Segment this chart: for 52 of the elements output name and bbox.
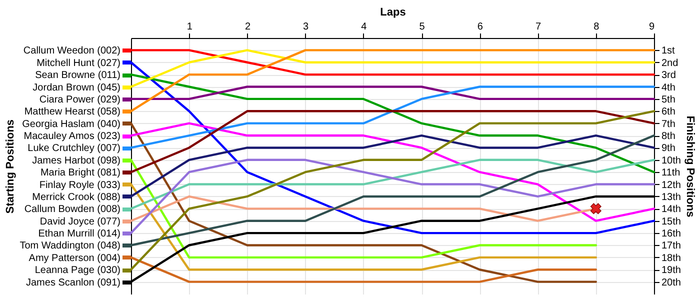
y2-tick-label: 5th: [662, 94, 676, 106]
y2-tick-label: 19th: [662, 265, 681, 276]
y2-tick-label: 12th: [662, 180, 681, 191]
y2-tick-label: 14th: [662, 204, 681, 216]
x-tick-label: 8: [594, 22, 600, 32]
legend-label: Maria Bright (081): [40, 168, 120, 179]
legend-label: Georgia Haslam (040): [22, 118, 120, 130]
legend-label: Amy Patterson (004): [28, 252, 120, 264]
y2-tick-label: 11th: [662, 168, 680, 179]
legend-label: Mitchell Hunt (027): [36, 58, 120, 69]
legend-label: James Harbot (098): [32, 155, 120, 166]
legend-title: Starting Positions: [4, 119, 17, 214]
y2-tick-label: 9th: [662, 143, 676, 154]
y2-axis-title: Finishing Positions: [684, 116, 696, 218]
legend-label: Ciara Power (029): [39, 94, 120, 106]
legend-label: Sean Browne (011): [35, 70, 120, 82]
y2-tick-label: 16th: [662, 228, 681, 240]
legend-label: Ethan Murrill (014): [38, 228, 120, 240]
x-tick-label: 6: [477, 22, 484, 32]
x-tick-label: 4: [361, 22, 368, 32]
legend-label: Callum Bowden (008): [24, 204, 120, 216]
y2-tick-label: 17th: [662, 240, 681, 252]
y2-tick-label: 4th: [662, 82, 676, 94]
y2-tick-label: 8th: [662, 131, 676, 142]
legend-label: Merrick Crook (088): [32, 192, 120, 203]
legend-label: Leanna Page (030): [34, 265, 120, 276]
legend-label: Macauley Amos (023): [24, 131, 120, 142]
legend-label: Matthew Hearst (058): [24, 106, 120, 118]
legend-label: Finlay Royle (033): [39, 180, 120, 191]
y2-tick-label: 18th: [662, 252, 681, 264]
legend-label: Jordan Brown (045): [32, 82, 120, 94]
x-tick-label: 9: [648, 22, 655, 32]
y2-tick-label: 1st: [662, 46, 676, 57]
y2-tick-label: 3rd: [662, 70, 676, 82]
x-tick-label: 1: [186, 22, 193, 32]
x-tick-label: 7: [535, 22, 542, 32]
x-tick-label: 3: [303, 22, 310, 32]
legend-label: Luke Crutchley (007): [28, 143, 120, 154]
y2-tick-label: 20th: [662, 277, 681, 288]
x-axis-title: Laps: [380, 6, 406, 18]
y2-tick-label: 6th: [662, 106, 676, 118]
y2-tick-label: 13th: [662, 192, 681, 203]
legend-label: David Joyce (077): [40, 216, 120, 228]
legend-label: James Scanlon (091): [26, 277, 120, 288]
x-tick-label: 5: [419, 22, 426, 32]
y2-tick-label: 2nd: [662, 58, 678, 69]
y2-tick-label: 7th: [662, 118, 676, 130]
y2-tick-label: 10th: [662, 155, 681, 166]
y2-tick-label: 15th: [662, 216, 681, 228]
legend-label: Callum Weedon (002): [23, 46, 120, 57]
legend-label: Tom Waddington (048): [20, 240, 120, 252]
x-tick-label: 2: [244, 22, 251, 32]
